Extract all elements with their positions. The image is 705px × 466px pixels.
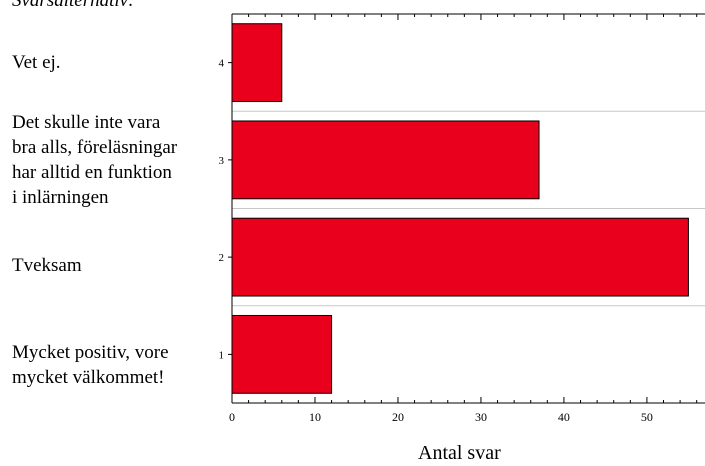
bar-4 <box>231 23 283 103</box>
x-tick-label-50: 50 <box>641 410 653 424</box>
y-tick-label-4: 4 <box>219 58 225 70</box>
x-axis-label: Antal svar <box>418 442 501 464</box>
x-tick-label-0: 0 <box>229 410 235 424</box>
bar-3 <box>231 120 540 200</box>
category-label-3: Det skulle inte vara bra alls, föreläsni… <box>12 112 178 208</box>
category-label-1: Mycket positiv, vore mycket välkommet! <box>12 342 169 388</box>
category-label-2: Tveksam <box>12 255 82 276</box>
category-label-4: Vet ej. <box>12 52 61 73</box>
y-tick-label-2: 2 <box>219 252 225 264</box>
x-tick-label-10: 10 <box>309 410 321 424</box>
y-tick-label-3: 3 <box>219 155 225 167</box>
bar-2 <box>231 217 689 297</box>
chart-title: Svarsalternativ: <box>12 0 135 11</box>
x-tick-label-30: 30 <box>475 410 487 424</box>
x-tick-label-20: 20 <box>392 410 404 424</box>
x-tick-label-40: 40 <box>558 410 570 424</box>
bar-1 <box>231 314 333 394</box>
y-tick-label-1: 1 <box>219 349 225 361</box>
